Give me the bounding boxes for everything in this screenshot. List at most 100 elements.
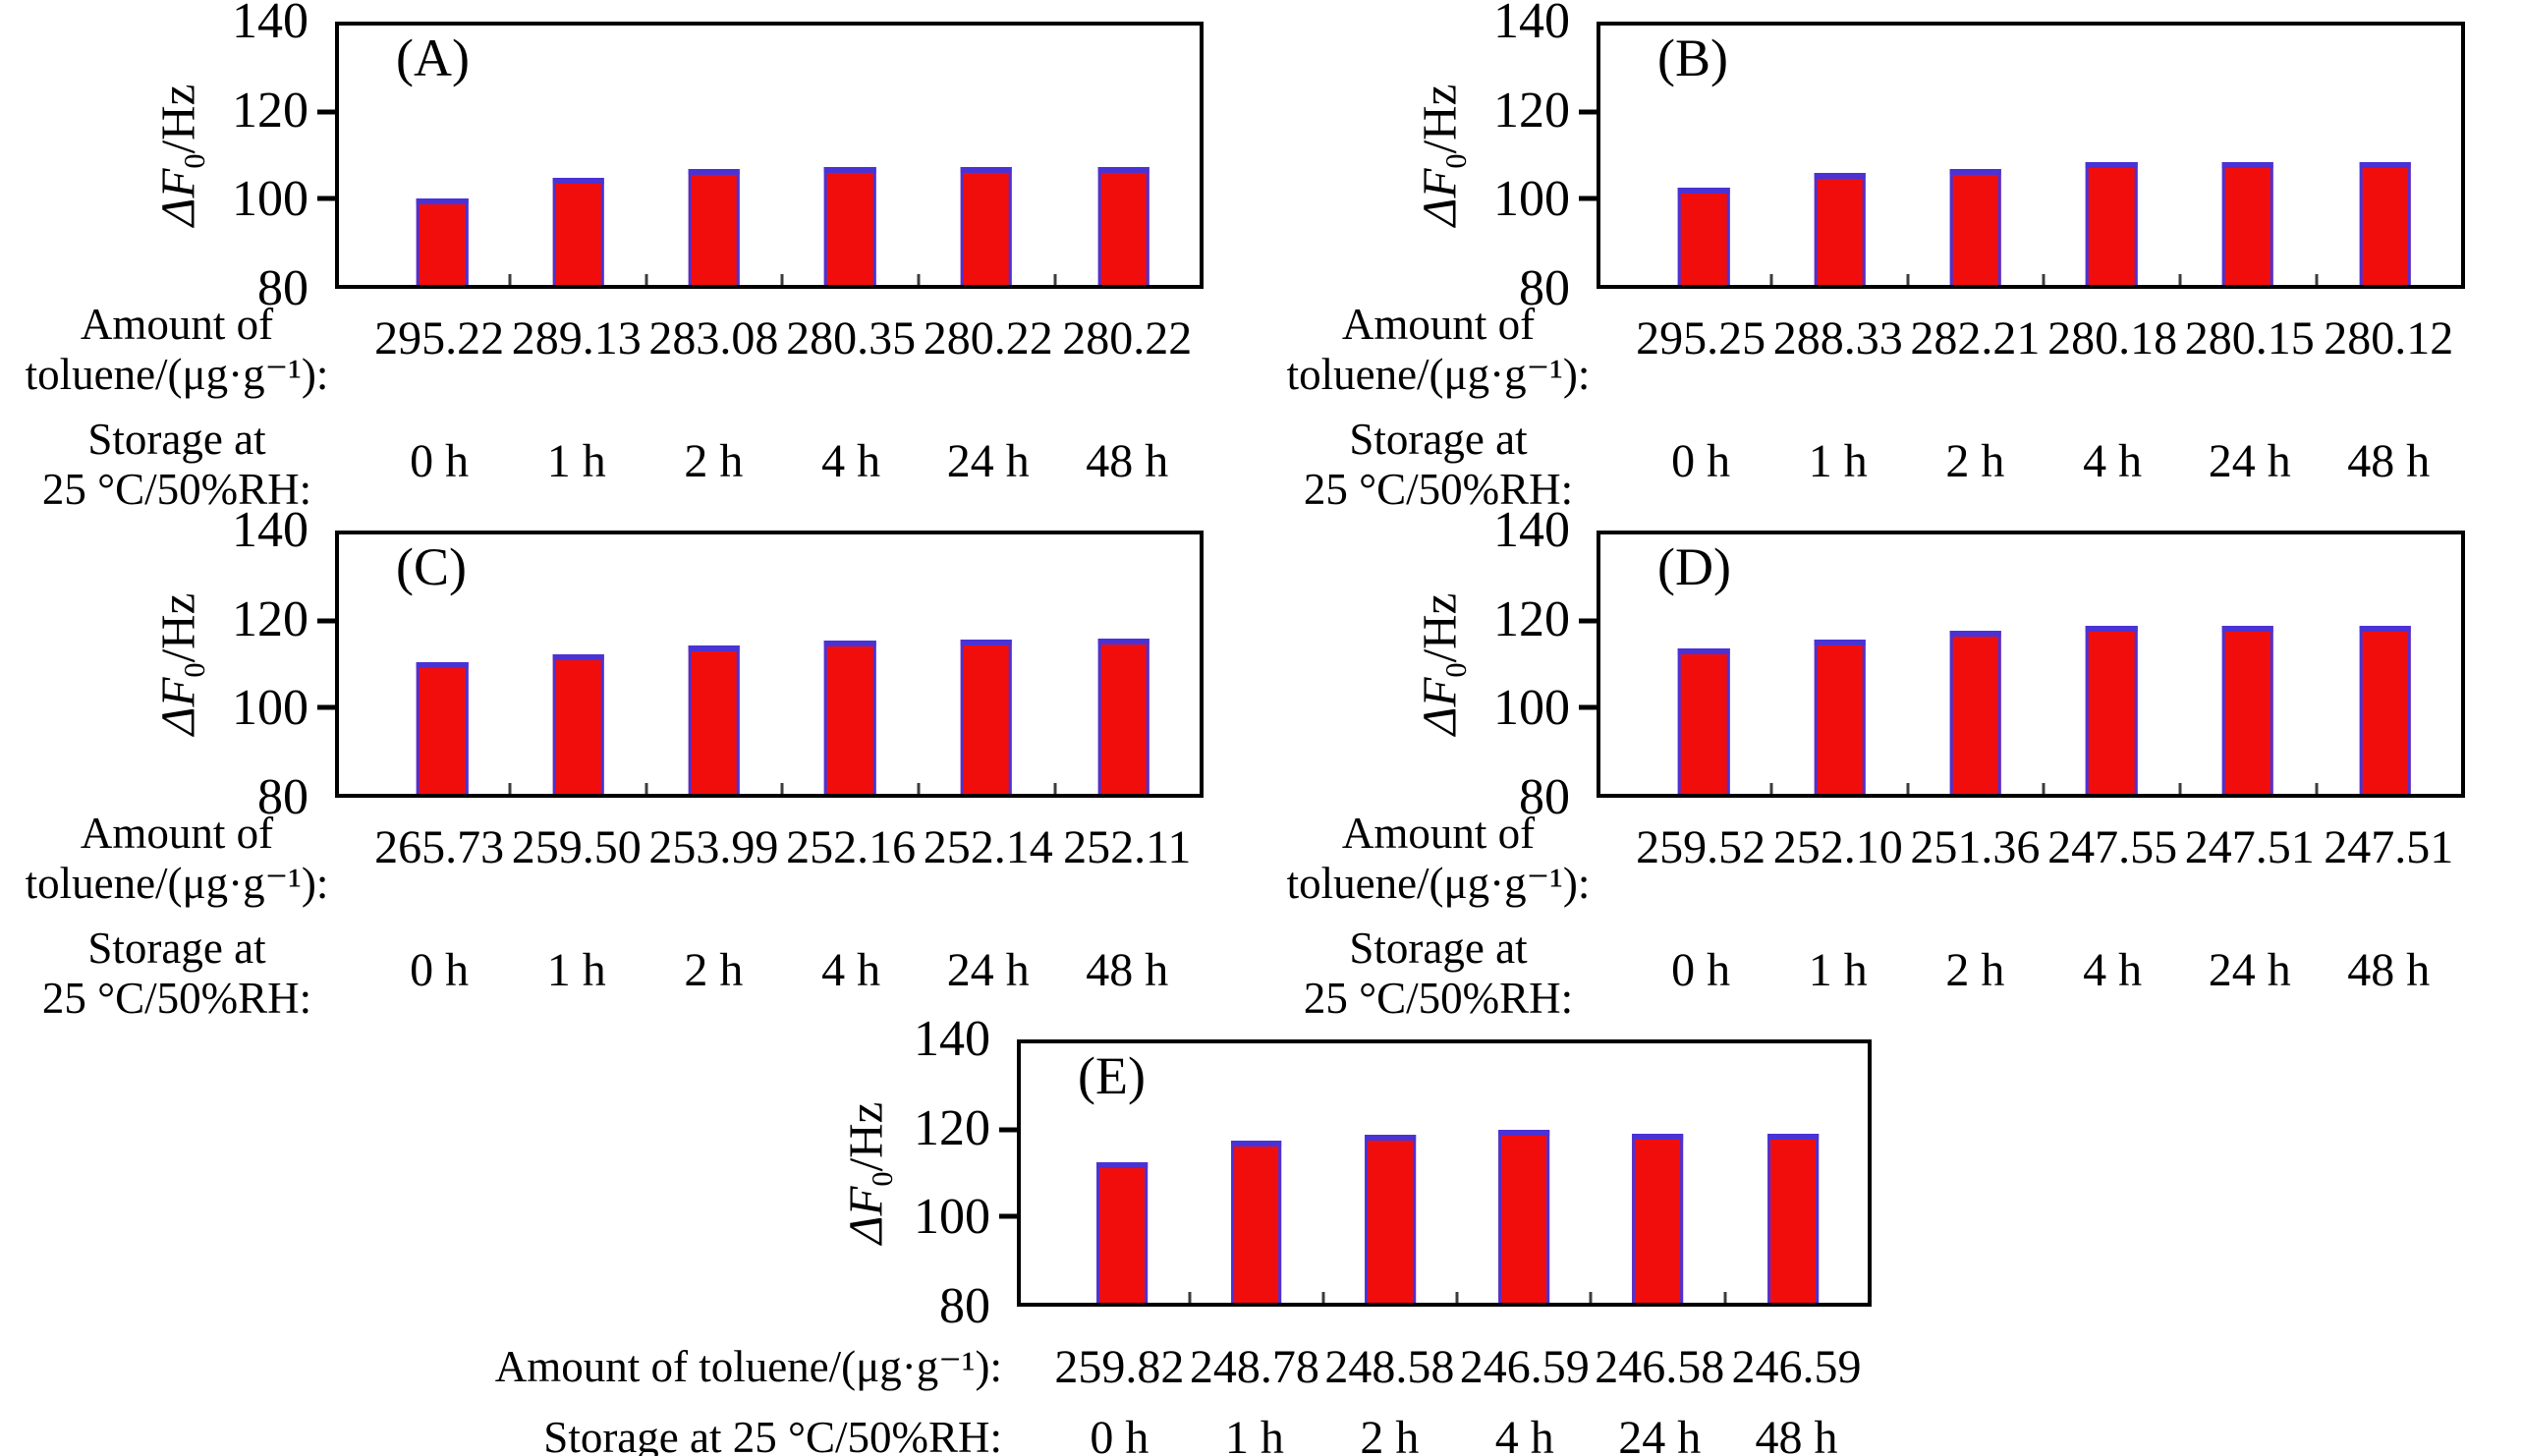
x-tick-mark: [508, 274, 512, 285]
x-tick-mark: [2315, 274, 2319, 285]
x-tick-mark: [1053, 783, 1057, 794]
time-value: 1 h: [1808, 435, 1868, 487]
bar: [1767, 1134, 1819, 1303]
amount-value: 288.33: [1772, 312, 1903, 364]
plot-area: (A): [317, 22, 1204, 289]
bar: [1814, 639, 1866, 794]
x-tick-mark: [1455, 1292, 1459, 1303]
time-value: 4 h: [821, 435, 881, 487]
row-label-storage: Storage at 25 °C/50%RH:: [20, 924, 334, 1024]
plot-area: (B): [1579, 22, 2465, 289]
amount-values: 259.52 252.10 251.36 247.55 247.51 247.51: [1597, 821, 2465, 881]
x-tick-mark: [2042, 783, 2046, 794]
row-label-amount: Amount of toluene/(μg·g⁻¹):: [20, 809, 334, 909]
y-tick-mark: [1579, 618, 1597, 624]
row-label-storage: Storage at 25 °C/50%RH:: [20, 415, 334, 515]
time-value: 4 h: [2083, 435, 2143, 487]
x-tick-mark: [1589, 1292, 1593, 1303]
panel-letter: (D): [1657, 537, 1731, 596]
time-value: 0 h: [1671, 435, 1731, 487]
row-label-amount: Amount of toluene/(μg·g⁻¹):: [494, 1342, 1002, 1391]
x-tick-mark: [780, 274, 784, 285]
bar: [1096, 1162, 1149, 1303]
time-value: 48 h: [2347, 435, 2431, 487]
amount-value: 282.21: [1910, 312, 2041, 364]
y-tick-mark: [999, 1213, 1017, 1219]
bar: [1677, 188, 1730, 285]
y-tick-mark: [317, 704, 335, 710]
plot-area: (D): [1579, 531, 2465, 798]
storage-label-line2: 25 °C/50%RH:: [1303, 973, 1574, 1023]
x-tick-mark: [1906, 274, 1910, 285]
amount-values: 295.22 289.13 283.08 280.35 280.22 280.22: [335, 312, 1204, 372]
y-tick-label: 80: [257, 260, 308, 316]
amount-label-line1: Amount of: [1341, 300, 1536, 349]
amount-value: 280.12: [2324, 312, 2454, 364]
time-value: 24 h: [2208, 944, 2291, 996]
y-tick-label: 120: [914, 1099, 990, 1156]
bar: [1677, 648, 1730, 794]
y-tick-label: 80: [257, 769, 308, 825]
amount-values: 259.82 248.78 248.58 246.59 246.58 246.59: [1017, 1341, 1872, 1401]
bar: [1498, 1130, 1549, 1303]
bar: [552, 654, 604, 794]
storage-label-line1: Storage at: [1349, 415, 1528, 464]
time-value: 2 h: [684, 944, 744, 996]
bar: [552, 177, 604, 285]
time-value: 0 h: [1090, 1412, 1149, 1456]
storage-values: 0 h 1 h 2 h 4 h 24 h 48 h: [335, 435, 1204, 495]
x-tick-mark: [645, 783, 648, 794]
time-value: 4 h: [2083, 944, 2143, 996]
bar: [2359, 162, 2412, 285]
amount-value: 246.59: [1731, 1341, 1862, 1393]
y-tick-mark: [317, 109, 335, 115]
amount-label-line2: toluene/(μg·g⁻¹):: [25, 349, 329, 399]
x-tick-mark: [1723, 1292, 1727, 1303]
time-value: 24 h: [946, 435, 1030, 487]
amount-value: 248.78: [1189, 1341, 1319, 1393]
storage-label-line1: Storage at: [87, 924, 266, 973]
bar: [1097, 639, 1150, 794]
amount-label-line1: Amount of: [80, 809, 274, 858]
amount-values: 295.25 288.33 282.21 280.18 280.15 280.12: [1597, 312, 2465, 372]
x-tick-mark: [645, 274, 648, 285]
y-tick-mark: [1579, 109, 1597, 115]
bar: [2221, 626, 2274, 794]
time-value: 24 h: [946, 944, 1030, 996]
x-tick-mark: [2178, 783, 2182, 794]
y-tick-label: 140: [232, 0, 308, 49]
time-value: 1 h: [1808, 944, 1868, 996]
bar: [960, 640, 1013, 794]
bar: [1949, 631, 2002, 794]
amount-value: 246.59: [1459, 1341, 1590, 1393]
y-tick-mark: [1579, 196, 1597, 201]
row-label-storage: Storage at 25 °C/50%RH:: [1281, 415, 1596, 515]
x-tick-mark: [1769, 783, 1773, 794]
panel-letter: (A): [396, 28, 470, 87]
row-label-amount: Amount of toluene/(μg·g⁻¹):: [1281, 809, 1596, 909]
x-tick-mark: [917, 274, 921, 285]
amount-value: 259.82: [1054, 1341, 1185, 1393]
y-tick-label: 120: [1493, 82, 1570, 139]
bar: [416, 198, 469, 285]
amount-label-line2: toluene/(μg·g⁻¹):: [1286, 349, 1591, 399]
amount-value: 252.14: [923, 821, 1053, 873]
y-axis-tick-labels: 140 120 100 80: [1261, 505, 1584, 823]
amount-value: 259.52: [1636, 821, 1766, 873]
y-tick-label: 140: [1493, 0, 1570, 49]
bar: [824, 641, 876, 794]
plot-area: (E): [999, 1039, 1872, 1307]
y-tick-label: 80: [939, 1278, 990, 1334]
y-tick-label: 100: [1493, 680, 1570, 737]
panel-letter: (B): [1657, 28, 1728, 87]
bar: [1632, 1134, 1684, 1303]
x-tick-mark: [780, 783, 784, 794]
amount-value: 280.15: [2184, 312, 2315, 364]
bar: [1097, 166, 1150, 285]
time-value: 24 h: [2208, 435, 2291, 487]
amount-value: 246.58: [1595, 1341, 1725, 1393]
bar: [688, 645, 741, 794]
storage-label-line1: Storage at: [87, 415, 266, 464]
panel-b: ΔF0/Hz 140 120 100 80 (B) Amount of toluene/(μg…: [1261, 0, 2522, 514]
